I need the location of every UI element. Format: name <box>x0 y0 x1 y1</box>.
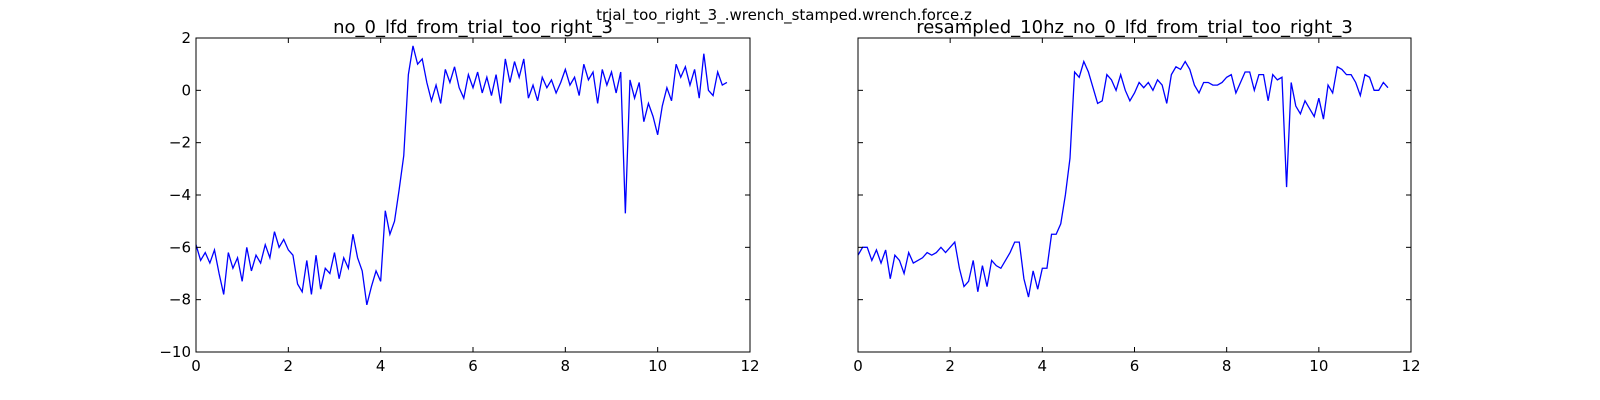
x-tick-label: 6 <box>1130 357 1140 375</box>
y-tick-label: −6 <box>169 238 191 256</box>
x-tick-label: 8 <box>1222 357 1232 375</box>
x-tick-label: 10 <box>1309 357 1328 375</box>
data-line <box>196 45 728 306</box>
data-line <box>858 59 1389 298</box>
axes-frame <box>195 37 751 353</box>
x-tick-label: 8 <box>561 357 571 375</box>
x-tick-label: 2 <box>945 357 955 375</box>
axes-title: resampled_10hz_no_0_lfd_from_trial_too_r… <box>916 17 1353 38</box>
x-tick-label: 4 <box>376 357 386 375</box>
y-tick-label: 0 <box>181 81 191 99</box>
x-tick-label: 4 <box>1038 357 1048 375</box>
x-tick-label: 0 <box>853 357 863 375</box>
x-tick-label: 2 <box>284 357 294 375</box>
x-tick-label: 0 <box>191 357 201 375</box>
figure-title: trial_too_right_3_.wrench_stamped.wrench… <box>596 6 972 25</box>
x-tick-label: 12 <box>740 357 759 375</box>
y-tick-label: −4 <box>169 186 191 204</box>
y-tick-label: −2 <box>169 134 191 152</box>
y-tick-label: −10 <box>159 343 191 361</box>
x-tick-label: 10 <box>648 357 667 375</box>
axes-title: no_0_lfd_from_trial_too_right_3 <box>333 17 613 38</box>
y-tick-label: 2 <box>181 29 191 47</box>
y-tick-label: −8 <box>169 291 191 309</box>
x-tick-label: 12 <box>1401 357 1420 375</box>
x-tick-label: 6 <box>468 357 478 375</box>
